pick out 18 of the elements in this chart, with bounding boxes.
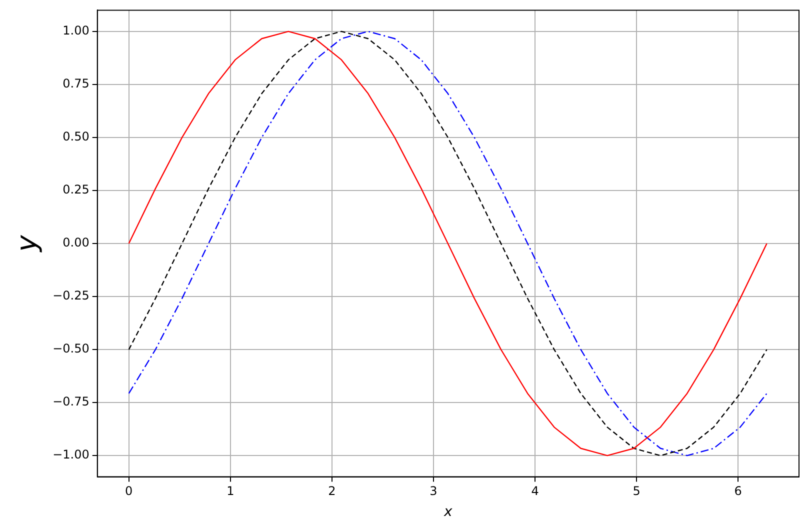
x-axis-title: x — [443, 504, 454, 520]
x-tick-label: 0 — [125, 484, 133, 498]
x-tick-label: 1 — [226, 484, 234, 498]
y-tick-label: −0.50 — [52, 342, 90, 356]
y-tick-label: 0.75 — [62, 76, 90, 91]
y-tick-label: 0.50 — [62, 130, 90, 144]
y-tick-label: −0.25 — [52, 288, 90, 303]
y-axis-title: y — [10, 234, 44, 253]
y-tick-label: −0.75 — [52, 394, 90, 409]
x-tick-label: 3 — [430, 484, 438, 498]
x-tick-label: 4 — [531, 484, 539, 498]
x-tick-label: 5 — [632, 484, 640, 498]
y-tick-label: 1.00 — [62, 24, 90, 38]
x-tick-label: 2 — [328, 484, 336, 498]
y-tick-label: 0.25 — [62, 182, 90, 197]
y-tick-label: 0.00 — [62, 236, 90, 250]
y-tick-label: −1.00 — [52, 448, 90, 462]
x-tick-label: 6 — [734, 484, 742, 498]
